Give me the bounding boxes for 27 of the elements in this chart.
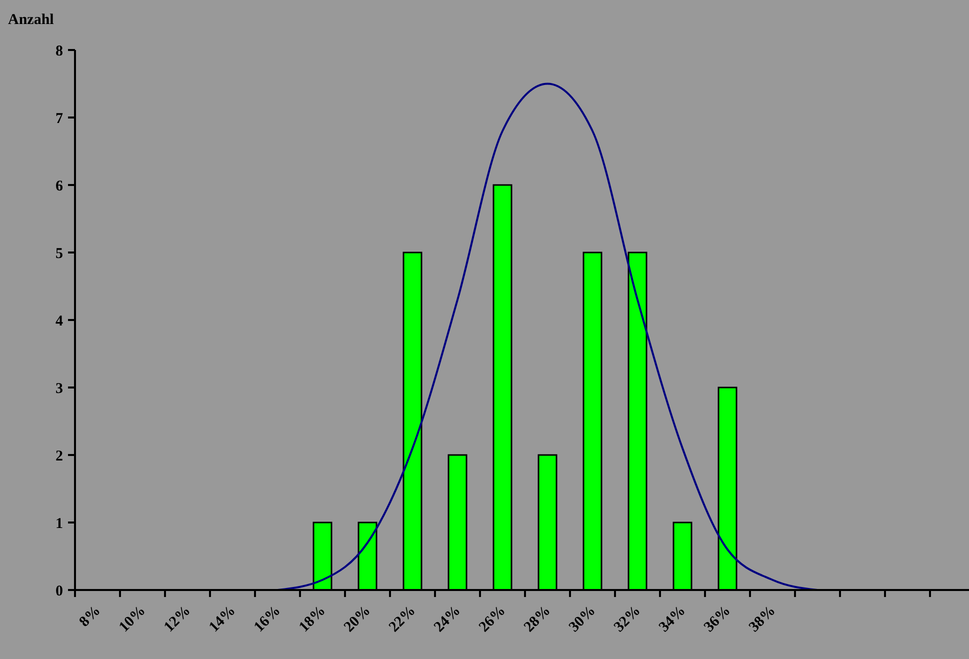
y-tick-label: 8 [56, 43, 63, 60]
x-tick-label: 32% [611, 602, 644, 636]
x-tick-label: 38% [746, 602, 779, 636]
y-axis-title: Anzahl [8, 12, 54, 28]
y-tick-label: 5 [56, 246, 63, 262]
x-tick-label: 8% [76, 602, 104, 630]
x-tick-label: 22% [386, 602, 419, 636]
y-tick-label: 7 [56, 110, 64, 127]
x-tick-label: 10% [116, 602, 149, 636]
y-tick-label: 2 [56, 448, 63, 464]
line-series [276, 82, 818, 591]
x-tick-label: 28% [521, 602, 554, 636]
x-tick-label: 34% [656, 602, 689, 636]
x-tick-label: 14% [206, 602, 239, 636]
x-tick-label: 18% [296, 602, 329, 636]
x-tick-label: 16% [251, 602, 284, 636]
x-tick-label: 30% [566, 602, 599, 636]
y-tick-label: 4 [56, 313, 64, 330]
y-tick-label: 3 [56, 380, 63, 397]
y-tick-label: 0 [56, 583, 63, 600]
y-tick-label: 6 [56, 178, 64, 194]
x-tick-label: 36% [701, 602, 734, 636]
x-tick-label: 24% [431, 602, 464, 636]
x-tick-label: 12% [161, 602, 194, 636]
x-tick-label: 26% [476, 602, 509, 636]
x-tick-label: 20% [341, 602, 374, 636]
y-tick-label: 1 [56, 516, 63, 532]
